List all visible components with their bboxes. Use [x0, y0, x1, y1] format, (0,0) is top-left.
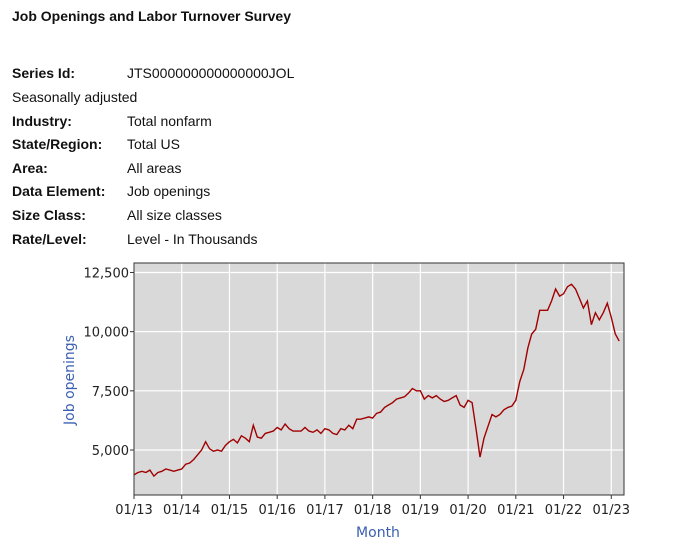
adjustment-text: Seasonally adjusted: [12, 89, 138, 105]
x-tick-label: 01/17: [306, 503, 343, 518]
info-label: Size Class:: [12, 207, 86, 223]
x-tick-label: 01/20: [449, 503, 486, 518]
x-tick-label: 01/14: [163, 503, 200, 518]
info-label: Data Element:: [12, 183, 106, 199]
page-title: Job Openings and Labor Turnover Survey: [12, 8, 292, 24]
info-value: Job openings: [127, 183, 211, 199]
series-id-label: Series Id:: [12, 65, 76, 81]
info-value: Total nonfarm: [127, 113, 212, 129]
x-tick-label: 01/16: [258, 503, 295, 518]
x-axis-label: Month: [356, 525, 400, 541]
info-label: State/Region:: [12, 136, 103, 152]
y-tick-label: 5,000: [92, 444, 129, 459]
plot-frame: [133, 262, 625, 496]
x-tick-label: 01/23: [593, 503, 630, 518]
x-tick-label: 01/18: [354, 503, 391, 518]
y-tick-label: 12,500: [84, 266, 130, 281]
x-tick-label: 01/19: [402, 503, 439, 518]
info-value: All size classes: [127, 207, 222, 223]
info-value: Level - In Thousands: [127, 231, 258, 247]
info-value: All areas: [127, 160, 182, 176]
x-tick-label: 01/21: [497, 503, 534, 518]
info-label: Rate/Level:: [12, 231, 87, 247]
plot-area: [134, 263, 624, 495]
series-id-value: JTS000000000000000JOL: [127, 65, 295, 81]
x-tick-label: 01/22: [545, 503, 582, 518]
info-label: Industry:: [12, 113, 72, 129]
y-tick-label: 7,500: [92, 385, 129, 400]
x-tick-label: 01/13: [115, 503, 152, 518]
series-line: [133, 283, 620, 478]
y-tick-label: 10,000: [84, 326, 130, 341]
info-value: Total US: [127, 136, 180, 152]
x-tick-label: 01/15: [211, 503, 248, 518]
y-axis-label: Job openings: [62, 335, 78, 426]
info-label: Area:: [12, 160, 48, 176]
